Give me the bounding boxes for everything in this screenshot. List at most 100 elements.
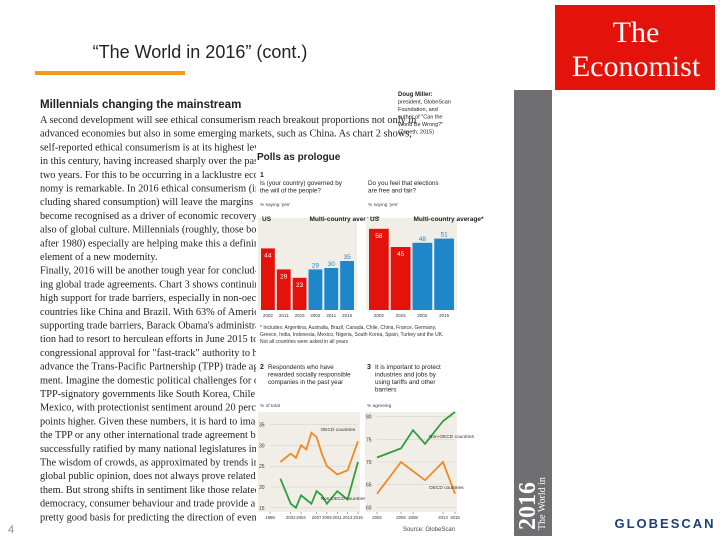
y-tick-label: 30: [259, 443, 265, 449]
logo-box: [555, 5, 715, 90]
y-tick-label: 70: [366, 460, 372, 466]
article-line: A second development will see ethical co…: [40, 115, 416, 126]
x-tick-label: 2007: [312, 515, 322, 520]
chart-question: companies in the past year: [268, 379, 343, 386]
y-tick-label: 65: [366, 483, 372, 489]
author-note: president, GlobeScan: [398, 100, 451, 106]
footnote: Greece, India, Indonesia, Mexico, Nigeri…: [260, 332, 443, 338]
x-tick-label: 2015: [295, 313, 306, 318]
author-note: Doug Miller:: [398, 92, 433, 98]
article-body: self-reported ethical consumerism is at …: [40, 142, 283, 523]
globescan-logo: GLOBESCAN: [614, 516, 715, 531]
x-tick-label: 2015: [439, 313, 450, 318]
footnote: * Includes: Argentina, Australia, Brazil…: [260, 325, 436, 331]
article-line: The wisdom of crowds, as approximated by…: [40, 458, 259, 469]
article-line: the TPP or any other international trade…: [40, 430, 273, 441]
bar-value: 45: [397, 251, 405, 258]
line-series: [376, 411, 456, 459]
source: Source: GlobeScan: [403, 527, 455, 533]
article-line: ing global trade agreements. Chart 3 sho…: [40, 279, 265, 290]
chart-question: Is (your country) governed by: [260, 180, 343, 187]
article-line: tion had to resort to herculean efforts …: [40, 334, 274, 345]
chart-unit: % agreeing: [367, 403, 392, 409]
author-note: Foundation, and: [398, 107, 438, 113]
bar: [340, 261, 354, 310]
chart-unit: % of total: [260, 403, 280, 409]
bar-value: 23: [296, 282, 304, 289]
chart-unit: % saying 'yes': [368, 202, 398, 208]
chart-question: Do you feel that elections: [368, 180, 439, 187]
bar: [412, 242, 433, 310]
article-line: TPP-signatory governments like South Kor…: [40, 389, 273, 400]
bar: [434, 238, 454, 310]
article-line: Mexico, with protectionist sentiment aro…: [40, 403, 283, 414]
article-line: element of a new modernity.: [40, 252, 157, 263]
bar: [261, 248, 275, 310]
x-tick-label: 2015: [450, 515, 460, 520]
series-label: Multi-country average*: [414, 216, 485, 223]
series-label: US: [370, 216, 380, 223]
x-tick-label: 2009: [322, 515, 332, 520]
article-line: nomy is remarkable. In 2016 ethical cons…: [40, 184, 264, 195]
article-line: advanced economies but also in some emer…: [40, 129, 412, 140]
bar-value: 29: [280, 273, 288, 280]
polls-heading: Polls as prologue: [257, 152, 341, 163]
article-line: advance the Trans-Pacific Partnership (T…: [40, 362, 275, 373]
y-tick-label: 15: [259, 506, 265, 512]
x-tick-label: 2002: [286, 515, 296, 520]
chart-question: the will of the people?: [260, 188, 321, 195]
strip-year: 2016: [515, 482, 541, 530]
series-label: OECD countries: [321, 427, 356, 433]
series-label: Non-OECD countries: [429, 434, 475, 440]
footnote: Not all countries were asked in all year…: [260, 339, 349, 345]
x-tick-label: 2002: [310, 313, 321, 318]
title-underline: [35, 71, 185, 75]
author-note: World Be Wrong?": [398, 122, 443, 128]
series-label: Multi-country average*: [310, 216, 381, 223]
bar-value: 29: [312, 262, 320, 269]
article-line: in this century, having increased sharpl…: [40, 156, 261, 167]
chart-question: using tariffs and other: [375, 379, 435, 386]
bar: [369, 228, 389, 310]
y-tick-label: 75: [366, 437, 372, 443]
x-tick-label: 2006: [396, 515, 406, 520]
chart-question: are free and fair?: [368, 188, 416, 195]
x-tick-label: 2011: [279, 313, 289, 318]
page-number: 4: [8, 524, 14, 536]
x-tick-label: 2002: [374, 313, 385, 318]
article-heading: Millennials changing the mainstream: [40, 99, 241, 111]
article-line: ment. Imagine the domestic political cha…: [40, 375, 276, 386]
y-tick-label: 80: [366, 415, 372, 421]
article-line: cluding shared consumption) will leave t…: [40, 197, 271, 208]
line-series: [279, 461, 359, 510]
author-note: author of "Can the: [398, 115, 442, 121]
article-line: also of global culture. Millennials (rou…: [40, 225, 265, 236]
chart-question: barriers: [375, 387, 396, 394]
bar: [324, 268, 339, 310]
bar: [308, 269, 323, 310]
chart-question: Respondents who have: [268, 364, 334, 371]
side-strip: [514, 90, 552, 536]
chart-unit: % saying 'yes': [260, 202, 290, 208]
series-label: OECD countries: [429, 485, 464, 491]
x-tick-label: 2002: [417, 313, 428, 318]
article-line: high support for trade barriers, especia…: [40, 293, 262, 304]
bar: [276, 269, 291, 310]
x-tick-label: 2011: [326, 313, 336, 318]
y-tick-label: 60: [366, 505, 372, 511]
slide-title: “The World in 2016” (cont.): [93, 42, 308, 62]
x-tick-label: 2015: [353, 515, 363, 520]
strip-text: The World in: [537, 477, 548, 530]
article-line: pretty good basis for predicting the dir…: [40, 512, 266, 523]
bar: [390, 247, 411, 310]
bar-value: 35: [343, 254, 351, 261]
x-tick-label: 2004: [296, 515, 306, 520]
x-tick-label: 2008: [408, 515, 418, 520]
bar-value: 44: [264, 252, 272, 259]
line-series: [376, 460, 456, 495]
series-label: Non-OECD countries: [321, 496, 367, 502]
chart-number: 3: [367, 364, 371, 371]
article-line: congressional approval for "fast-track" …: [40, 348, 270, 359]
bar-value: 30: [328, 261, 336, 268]
